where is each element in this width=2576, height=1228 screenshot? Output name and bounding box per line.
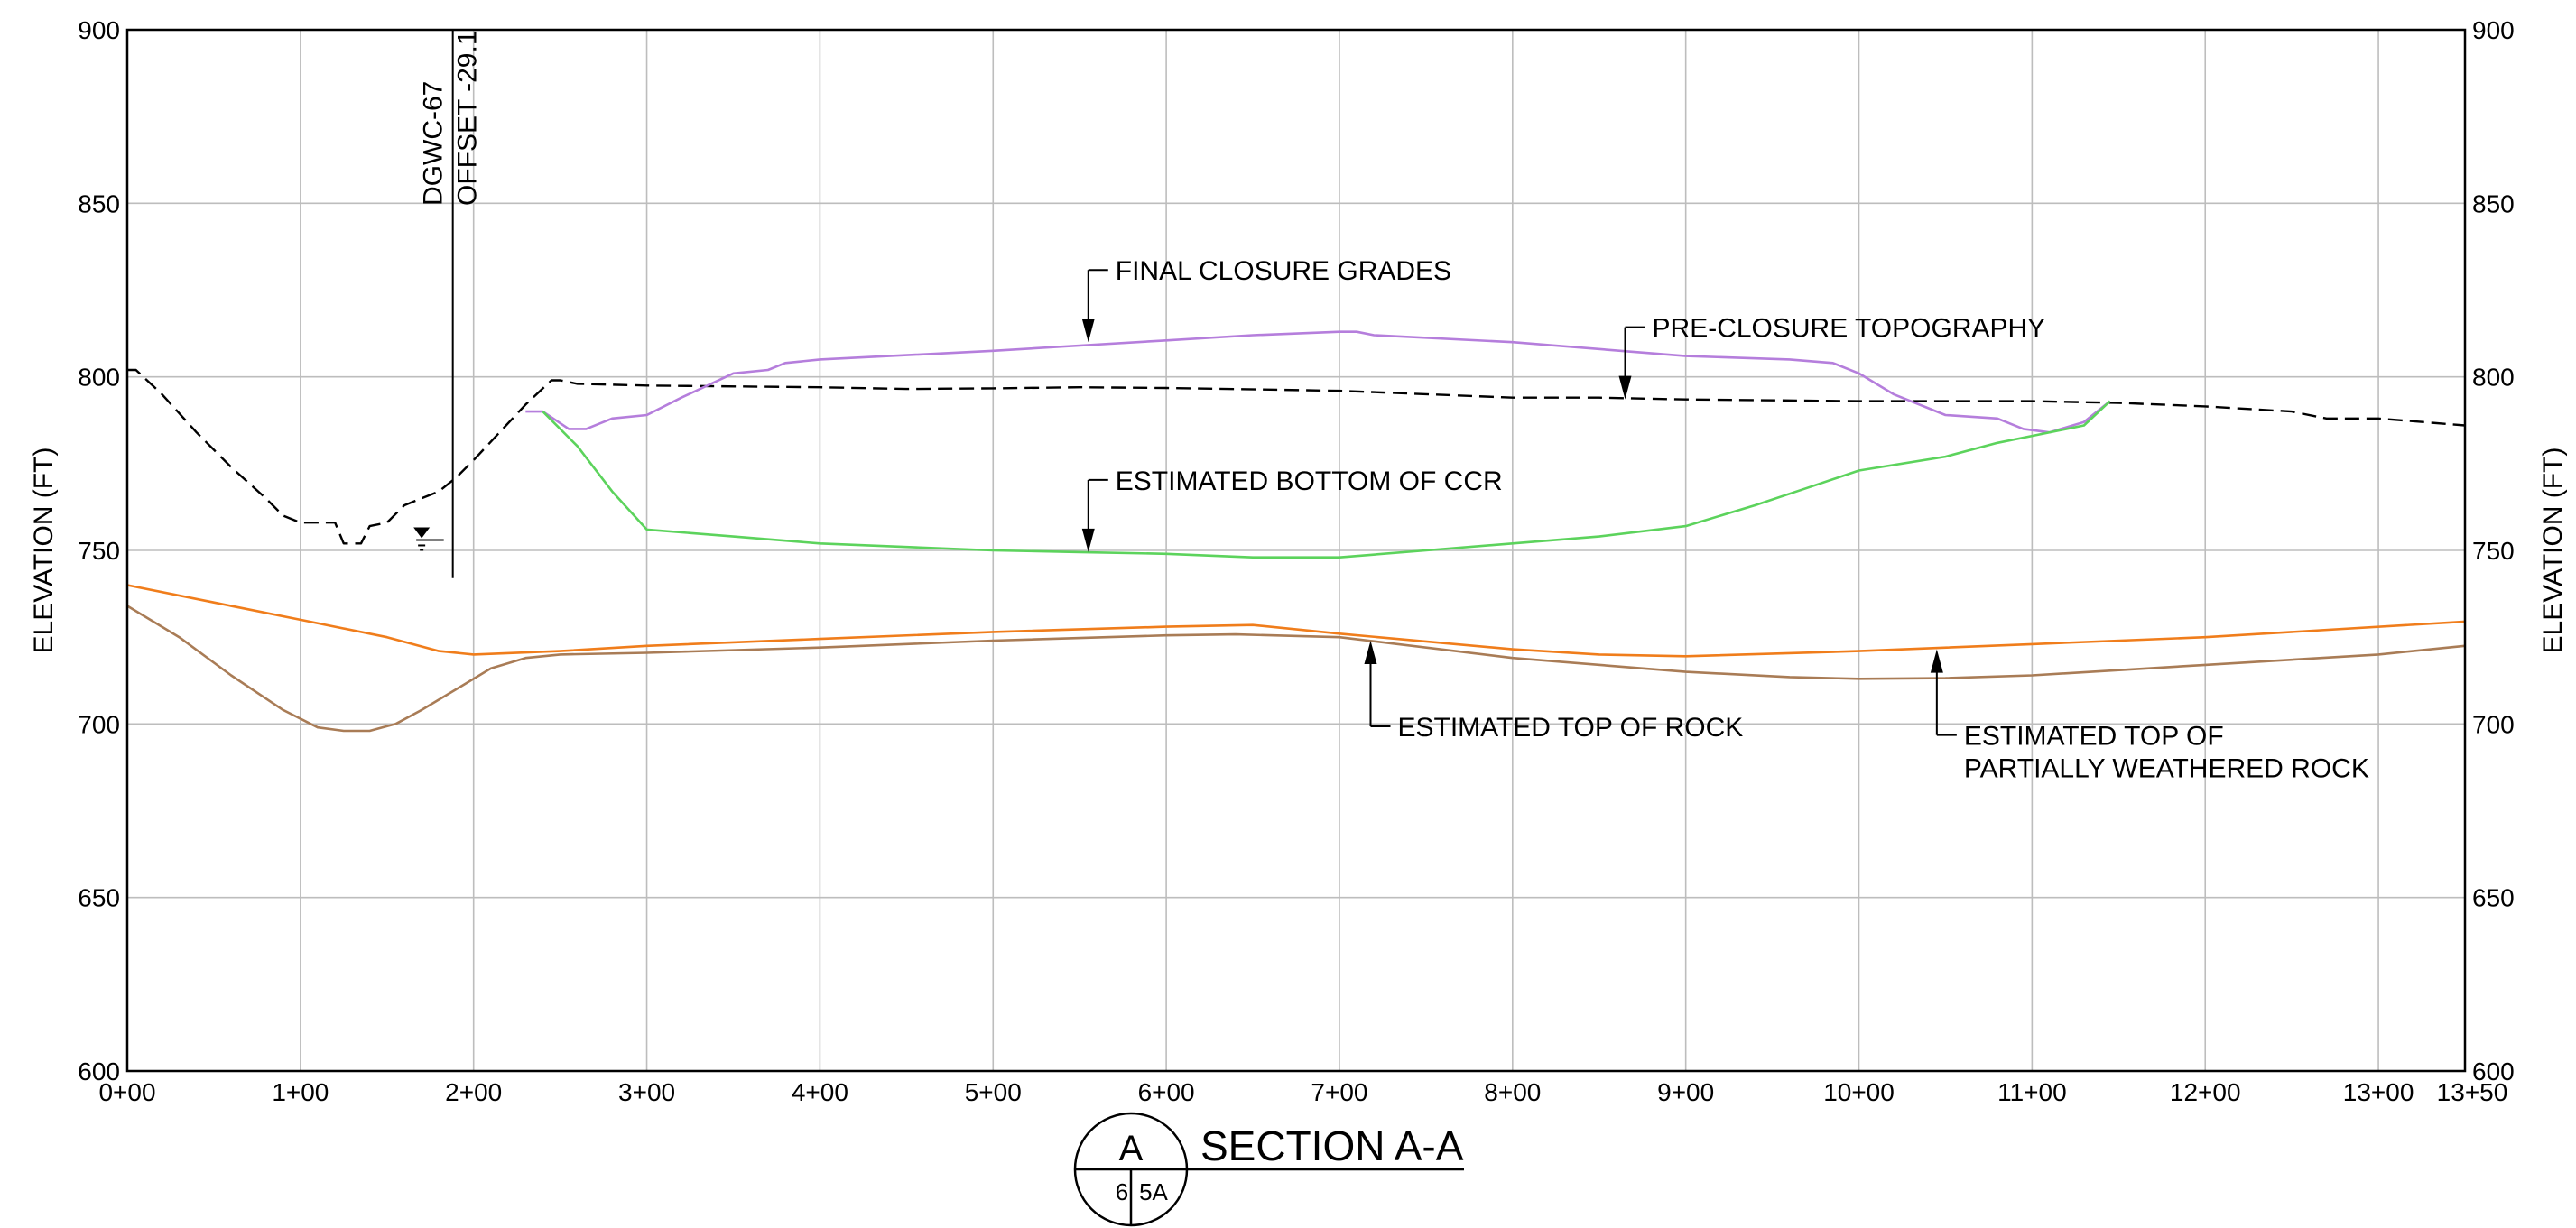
plot-frame xyxy=(125,28,2467,1073)
y-tick-label-right: 650 xyxy=(2472,884,2515,912)
x-tick-label: 7+00 xyxy=(1311,1078,1367,1106)
annotation-label: FINAL CLOSURE GRADES xyxy=(1116,256,1451,286)
boring-offset-label: OFFSET -29.1 xyxy=(453,30,483,206)
arrow-down-icon xyxy=(1618,375,1632,400)
y-tick-label-left: 800 xyxy=(78,364,120,392)
y-tick-label-right: 800 xyxy=(2472,364,2515,392)
water-level-icon xyxy=(413,527,431,539)
section-sheet-left: 6 xyxy=(1116,1178,1128,1205)
arrow-up-icon xyxy=(1364,641,1377,665)
series-layer xyxy=(126,330,2466,733)
y-tick-label-left: 850 xyxy=(78,189,120,217)
grid xyxy=(127,30,2465,1071)
x-tick-label: 3+00 xyxy=(618,1078,675,1106)
y-tick-label-right: 900 xyxy=(2472,16,2515,44)
boring-name-label: DGWC-67 xyxy=(419,81,449,206)
x-tick-label: 0+00 xyxy=(98,1078,155,1106)
section-title-block: A 6 5A SECTION A-A xyxy=(1073,1112,1464,1227)
series-line-estimated-top-of-partially-weathered-rock xyxy=(126,605,2466,733)
x-tick-label: 5+00 xyxy=(965,1078,1022,1106)
annotation-label: ESTIMATED TOP OF xyxy=(1964,722,2224,752)
annotations: FINAL CLOSURE GRADES PRE-CLOSURE TOPOGRAP… xyxy=(1081,256,2369,784)
x-tick-label: 10+00 xyxy=(1823,1078,1895,1106)
x-tick-label: 6+00 xyxy=(1138,1078,1195,1106)
series-line-estimated-bottom-of-ccr xyxy=(542,400,2111,559)
tick-labels: 0+00 1+00 2+00 3+00 4+00 5+00 6+00 7+00 8+00 9+00… xyxy=(78,16,2514,1106)
annotation-label: PRE-CLOSURE TOPOGRAPHY xyxy=(1653,314,2046,344)
annotation-label: ESTIMATED BOTTOM OF CCR xyxy=(1116,466,1503,496)
annotation-label: ESTIMATED TOP OF ROCK xyxy=(1397,713,1743,743)
y-axis-label-left: ELEVATION (FT) xyxy=(29,448,59,654)
y-tick-label-right: 700 xyxy=(2472,710,2515,738)
y-tick-label-right: 850 xyxy=(2472,189,2515,217)
arrow-down-icon xyxy=(1081,319,1095,343)
x-tick-label: 8+00 xyxy=(1484,1078,1541,1106)
x-tick-label: 4+00 xyxy=(792,1078,848,1106)
y-tick-label-left: 900 xyxy=(78,16,120,44)
series-line-pre-closure-topography xyxy=(127,368,2466,545)
series-line-estimated-top-of-rock xyxy=(126,584,2466,658)
x-tick-label: 13+50 xyxy=(2437,1078,2508,1106)
y-tick-label-left: 650 xyxy=(78,884,120,912)
x-tick-label: 9+00 xyxy=(1657,1078,1714,1106)
arrow-down-icon xyxy=(1081,528,1095,552)
y-axis-label-right: ELEVATION (FT) xyxy=(2538,448,2568,654)
section-sheet-right: 5A xyxy=(1139,1178,1168,1205)
y-tick-label-right: 750 xyxy=(2472,537,2515,565)
y-tick-label-right: 600 xyxy=(2472,1057,2515,1085)
section-letter: A xyxy=(1119,1129,1144,1168)
section-title: SECTION A-A xyxy=(1200,1122,1464,1169)
series-line-final-closure-grades xyxy=(525,330,2111,434)
x-tick-label: 13+00 xyxy=(2343,1078,2414,1106)
annotation-label: PARTIALLY WEATHERED ROCK xyxy=(1964,754,2369,784)
boring: DGWC-67 OFFSET -29.1 xyxy=(413,30,483,578)
y-tick-label-left: 750 xyxy=(78,537,120,565)
arrow-up-icon xyxy=(1930,649,1943,673)
x-tick-label: 12+00 xyxy=(2170,1078,2241,1106)
x-tick-label: 11+00 xyxy=(1997,1078,2067,1106)
y-tick-label-left: 600 xyxy=(78,1057,120,1085)
x-tick-label: 1+00 xyxy=(272,1078,329,1106)
x-tick-label: 2+00 xyxy=(445,1078,502,1106)
y-tick-label-left: 700 xyxy=(78,710,120,738)
